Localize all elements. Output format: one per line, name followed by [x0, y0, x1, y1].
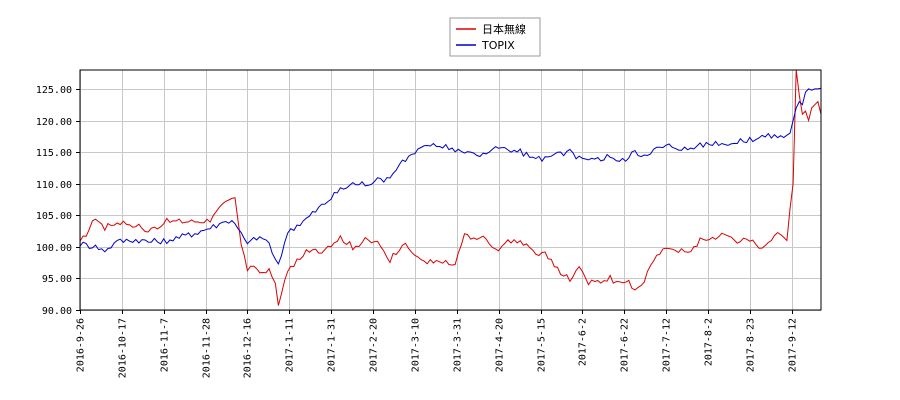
x-axis: 2016-9-26 2016-10-17 2016-11-7 2016-11-28 20… — [76, 310, 799, 378]
y-tick-label: 100.00 — [36, 243, 72, 254]
x-tick-label: 2017-4-20 — [495, 318, 506, 372]
x-tick-label: 2017-5-15 — [537, 318, 548, 372]
x-tick-label: 2016-10-17 — [118, 318, 129, 378]
legend-label-series-2: TOPIX — [481, 39, 515, 52]
y-tick-label: 95.00 — [42, 274, 72, 285]
y-tick-label: 125.00 — [36, 85, 72, 96]
x-tick-label: 2017-6-22 — [620, 318, 631, 372]
x-tick-label: 2017-8-23 — [746, 318, 757, 372]
series-line-1 — [79, 69, 822, 306]
x-tick-label: 2016-12-16 — [243, 318, 254, 378]
legend-box — [449, 17, 541, 57]
x-tick-label: 2017-8-2 — [704, 318, 715, 366]
plot-series — [79, 69, 822, 306]
series-line-2 — [79, 87, 822, 266]
y-tick-label: 120.00 — [36, 117, 72, 128]
legend: 日本無線 TOPIX — [449, 17, 541, 57]
x-tick-label: 2017-6-2 — [578, 318, 589, 366]
x-tick-label: 2017-2-20 — [369, 318, 380, 372]
y-tick-label: 110.00 — [36, 180, 72, 191]
x-tick-label: 2017-1-31 — [327, 318, 338, 372]
y-tick-label: 105.00 — [36, 211, 72, 222]
x-tick-label: 2016-11-28 — [202, 318, 213, 378]
x-tick-label: 2016-11-7 — [160, 318, 171, 372]
grid — [80, 70, 821, 311]
y-tick-label: 90.00 — [42, 306, 72, 317]
x-tick-label: 2017-3-10 — [411, 318, 422, 372]
x-tick-label: 2017-3-31 — [453, 318, 464, 372]
x-tick-label: 2017-7-12 — [662, 318, 673, 372]
x-tick-label: 2017-9-12 — [788, 318, 799, 372]
x-tick-label: 2016-9-26 — [76, 318, 87, 372]
plot-frame — [79, 69, 822, 311]
legend-label-series-1: 日本無線 — [482, 22, 526, 36]
y-axis: 90.00 95.00 100.00 105.00 110.00 115.00 120.00… — [36, 85, 80, 317]
y-tick-label: 115.00 — [36, 148, 72, 159]
x-tick-label: 2017-1-11 — [285, 318, 296, 372]
